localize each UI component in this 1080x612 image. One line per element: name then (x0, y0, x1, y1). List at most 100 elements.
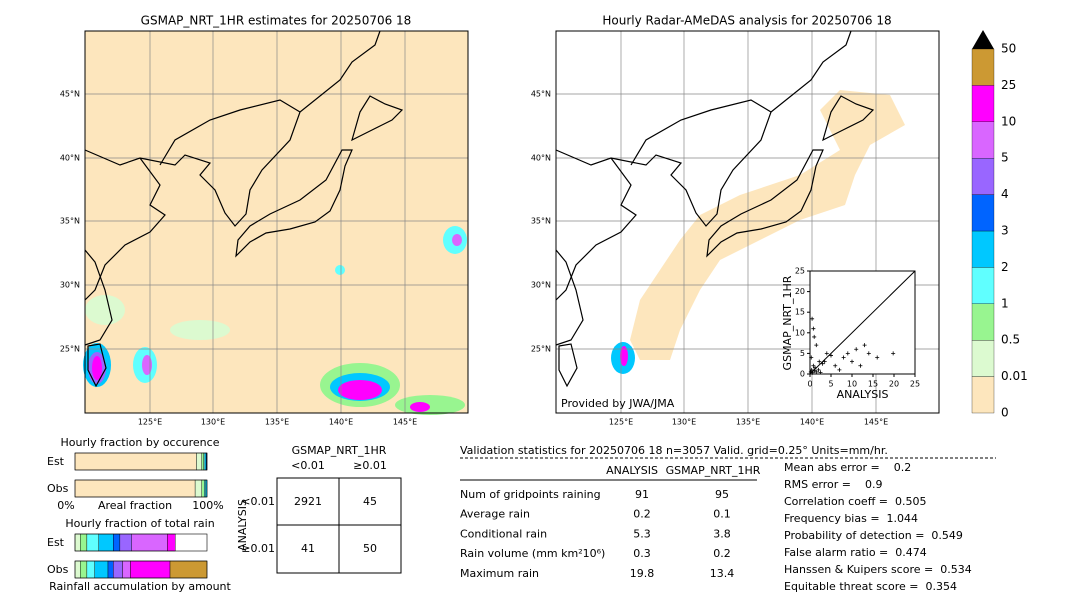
coastline (84, 30, 381, 227)
fraction-segment (131, 533, 168, 552)
colorbar-label: 0.01 (1001, 369, 1028, 383)
column-header: ANALYSIS (606, 464, 658, 477)
row-label: Obs (47, 563, 69, 576)
coastline (84, 157, 166, 301)
scatter-point (822, 359, 827, 364)
fraction-segment (113, 560, 123, 579)
scatter-point (814, 343, 819, 348)
colorbar-segment (971, 303, 995, 341)
scatter-point (875, 355, 880, 360)
x-tick-label: 10 (847, 380, 857, 389)
column-header: GSMAP_NRT_1HR (666, 464, 761, 477)
lat-label: 35°N (60, 217, 80, 226)
x-tick-label: 20 (889, 380, 899, 389)
coastline (555, 30, 852, 227)
coastline (706, 149, 824, 258)
colorbar-extend (972, 30, 994, 49)
scatter-point (809, 367, 814, 372)
colorbar-segment (971, 158, 995, 195)
scatter-point (862, 343, 867, 348)
row-label: Average rain (460, 508, 530, 521)
value: 95 (715, 488, 729, 501)
scatter-point (816, 367, 821, 372)
total-rain-title: Hourly fraction of total rain (65, 517, 214, 530)
scatter-point (811, 326, 816, 331)
score: RMS error = 0.9 (784, 478, 882, 491)
y-tick-label: 10 (795, 328, 805, 337)
colorbar-segment (971, 376, 995, 414)
credit: Provided by JWA/JMA (561, 397, 675, 410)
fraction-segment (86, 560, 95, 579)
score: False alarm ratio = 0.474 (784, 546, 927, 559)
coastline (235, 149, 353, 258)
rain-area (92, 356, 102, 380)
validation-header: Validation statistics for 20250706 18 n=… (460, 444, 888, 457)
scatter-point (854, 347, 859, 352)
bar-frame (74, 533, 208, 552)
col-header: ≥0.01 (353, 459, 387, 472)
axis-left: 0% (57, 499, 74, 512)
fraction-segment (130, 560, 171, 579)
fraction-segment (98, 533, 114, 552)
row-label: Rain volume (mm km²10⁶) (460, 547, 605, 560)
map-frame (555, 30, 940, 414)
scatter-point (858, 363, 863, 368)
scatter-point (814, 369, 819, 374)
scatter-point (829, 353, 833, 358)
fraction-segment (74, 533, 81, 552)
lon-label: 135°E (265, 418, 289, 427)
map-frame (84, 30, 469, 414)
scatter-point (833, 363, 838, 368)
left-map-title: GSMAP_NRT_1HR estimates for 20250706 18 (141, 14, 412, 28)
row-label: Est (47, 536, 65, 549)
bar-frame (74, 479, 208, 498)
scatter-point (837, 367, 842, 372)
colorbar-label: 50 (1001, 42, 1016, 56)
y-tick-label: 15 (795, 308, 805, 317)
radar-coverage (630, 90, 905, 360)
scatter-point (824, 351, 829, 356)
lat-label: 25°N (60, 345, 80, 354)
fraction-segment (119, 533, 132, 552)
scatter-point (812, 368, 817, 373)
coastline (630, 99, 772, 166)
scatter-point (841, 355, 846, 360)
scatter-point (891, 351, 896, 356)
colorbar-label: 25 (1001, 78, 1016, 92)
cell: 45 (363, 495, 377, 508)
value: 91 (635, 488, 649, 501)
fraction-segment (169, 560, 208, 579)
diagonal (809, 270, 916, 375)
coastline (555, 249, 584, 346)
x-tick-label: 15 (868, 380, 878, 389)
fraction-segment (74, 452, 197, 471)
fraction-segment (194, 479, 202, 498)
colorbar-segment (971, 48, 995, 86)
axis-mid: Areal fraction (98, 499, 172, 512)
rain-area (620, 346, 628, 366)
rain-area (410, 402, 430, 412)
lat-label: 30°N (60, 281, 80, 290)
fraction-segment (201, 452, 204, 471)
row-label: Maximum rain (460, 567, 539, 580)
value: 3.8 (713, 527, 731, 540)
rain-area (335, 265, 345, 275)
fraction-segment (196, 452, 202, 471)
cell: 50 (363, 542, 377, 555)
scatter-point (820, 361, 825, 366)
scatter-point (811, 363, 816, 368)
rain-area (395, 395, 465, 415)
lon-label: 140°E (329, 418, 353, 427)
y-tick-label: 0 (800, 370, 805, 379)
value: 5.3 (633, 527, 651, 540)
x-tick-label: 5 (828, 380, 833, 389)
fraction-segment (94, 560, 109, 579)
colorbar-segment (971, 194, 995, 232)
bar-frame (74, 452, 208, 471)
colorbar-label: 4 (1001, 187, 1009, 201)
x-axis-label: ANALYSIS (837, 388, 889, 401)
cell: 2921 (294, 495, 322, 508)
lat-label: 30°N (531, 281, 551, 290)
colorbar-segment (971, 230, 995, 268)
